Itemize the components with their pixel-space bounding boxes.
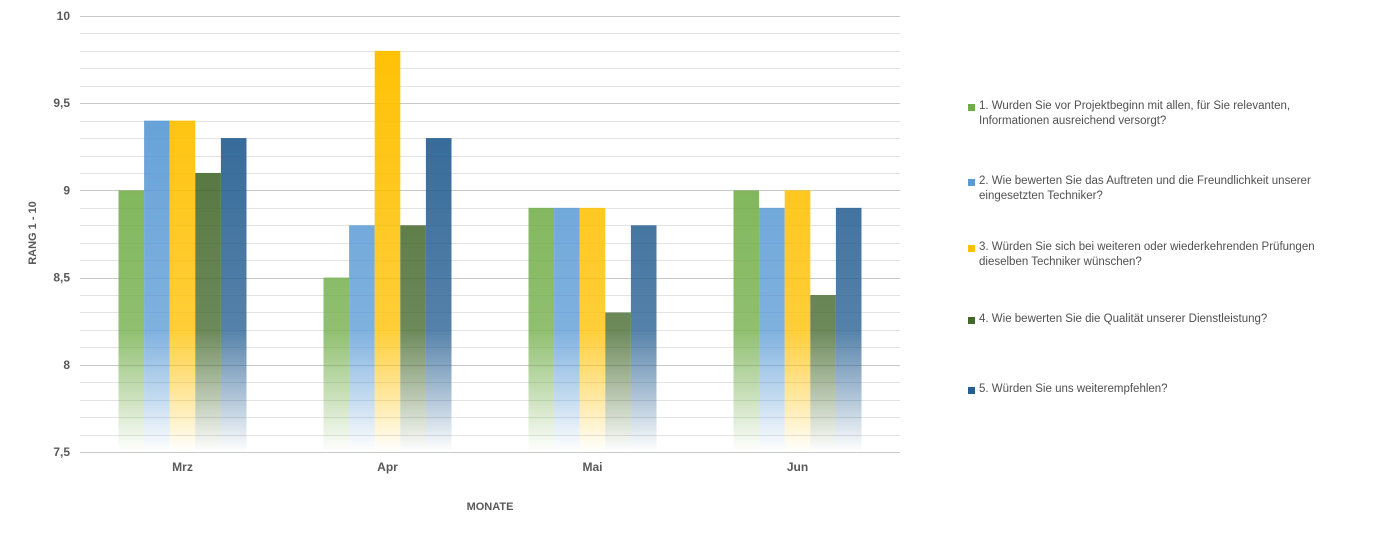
bars [118, 50, 862, 452]
legend-item: 3. Würden Sie sich bei weiteren oder wie… [968, 240, 1358, 270]
bar-mrz-series-2 [144, 120, 170, 452]
bar-mrz-series-5 [220, 138, 247, 452]
legend-item: 1. Wurden Sie vor Projektbeginn mit alle… [968, 99, 1358, 129]
legend-swatch [968, 317, 975, 324]
bar-apr-series-4 [400, 225, 426, 452]
bar-mai-series-4 [605, 312, 631, 452]
y-axis-ticks: 7,5 8 8,5 9 9,5 10 [53, 9, 70, 459]
legend-item: 2. Wie bewerten Sie das Auftreten und di… [968, 174, 1358, 204]
bar-apr-series-2 [349, 225, 375, 452]
bar-mrz-series-4 [195, 172, 221, 452]
bar-apr-series-1 [323, 277, 350, 452]
x-tick-label: Apr [377, 460, 398, 474]
x-tick-label: Mrz [172, 460, 193, 474]
legend-swatch [968, 387, 975, 394]
legend-item: 4. Wie bewerten Sie die Qualität unserer… [968, 312, 1358, 327]
legend-label: 5. Würden Sie uns weiterempfehlen? [979, 383, 1168, 395]
legend-swatch [968, 104, 975, 111]
y-axis-title: RANG 1 - 10 [27, 201, 39, 265]
legend-item: 5. Würden Sie uns weiterempfehlen? [968, 382, 1358, 397]
bar-apr-series-5 [425, 138, 452, 452]
y-tick-label: 8 [63, 358, 70, 372]
x-tick-label: Mai [582, 460, 602, 474]
bar-jun-series-1 [733, 190, 760, 452]
x-tick-label: Jun [787, 460, 808, 474]
legend-label: 1. Wurden Sie vor Projektbeginn mit alle… [979, 100, 1291, 127]
bar-mai-series-1 [528, 207, 555, 452]
bar-mrz-series-3 [169, 120, 196, 452]
y-tick-label: 9 [63, 183, 70, 197]
bar-jun-series-3 [784, 190, 811, 452]
bar-jun-series-2 [759, 207, 785, 452]
bar-mai-series-3 [579, 207, 606, 452]
bar-jun-series-5 [835, 207, 862, 452]
bar-jun-series-4 [810, 295, 836, 452]
bar-mai-series-2 [554, 207, 580, 452]
bar-mai-series-5 [630, 225, 657, 452]
y-tick-label: 10 [57, 9, 71, 23]
legend-label: 2. Wie bewerten Sie das Auftreten und di… [979, 175, 1311, 202]
legend-label: 4. Wie bewerten Sie die Qualität unserer… [979, 313, 1268, 325]
legend-swatch [968, 179, 975, 186]
bar-mrz-series-1 [118, 190, 145, 452]
legend-label: 3. Würden Sie sich bei weiteren oder wie… [979, 241, 1315, 268]
x-axis-ticks: Mrz Apr Mai Jun [172, 460, 808, 474]
y-tick-label: 7,5 [53, 445, 70, 459]
legend-swatch [968, 245, 975, 252]
y-tick-label: 8,5 [53, 271, 70, 285]
bar-apr-series-3 [374, 50, 401, 452]
y-tick-label: 9,5 [53, 96, 70, 110]
x-axis-title: MONATE [467, 501, 514, 513]
